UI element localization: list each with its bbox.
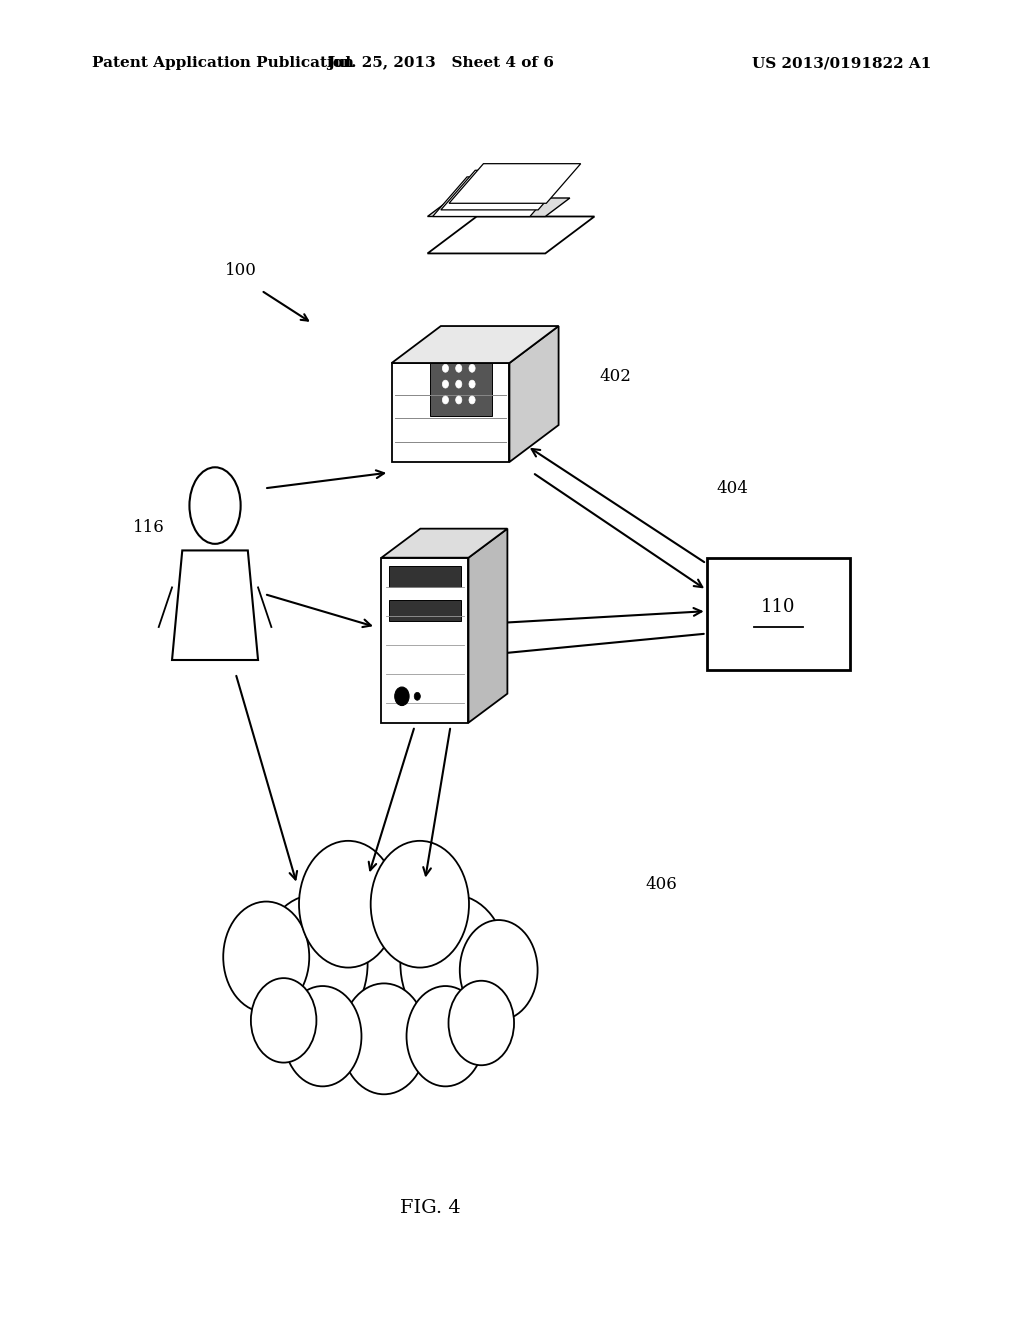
Polygon shape <box>172 550 258 660</box>
Circle shape <box>449 981 514 1065</box>
Text: FIG. 4: FIG. 4 <box>399 1199 461 1217</box>
Text: 406: 406 <box>645 876 677 892</box>
Polygon shape <box>391 326 559 363</box>
Circle shape <box>442 396 449 404</box>
Circle shape <box>456 364 462 372</box>
Polygon shape <box>432 177 564 216</box>
Circle shape <box>341 983 427 1094</box>
Text: US 2013/0191822 A1: US 2013/0191822 A1 <box>753 57 932 70</box>
Circle shape <box>299 841 397 968</box>
Polygon shape <box>510 326 559 462</box>
Circle shape <box>442 380 449 388</box>
Circle shape <box>469 380 475 388</box>
Circle shape <box>223 902 309 1012</box>
Polygon shape <box>468 528 507 722</box>
Circle shape <box>469 396 475 404</box>
Text: 110: 110 <box>761 598 796 616</box>
Circle shape <box>395 686 410 705</box>
Text: 116: 116 <box>133 520 165 536</box>
Bar <box>389 599 461 622</box>
Circle shape <box>469 364 475 372</box>
Polygon shape <box>381 528 507 557</box>
Circle shape <box>400 895 507 1032</box>
Circle shape <box>456 396 462 404</box>
Polygon shape <box>391 363 510 462</box>
Circle shape <box>251 978 316 1063</box>
Polygon shape <box>428 216 594 253</box>
Circle shape <box>371 841 469 968</box>
Bar <box>389 565 461 586</box>
Text: 404: 404 <box>717 480 749 496</box>
Circle shape <box>407 986 484 1086</box>
Text: 402: 402 <box>599 368 631 384</box>
Circle shape <box>284 986 361 1086</box>
Circle shape <box>460 920 538 1020</box>
Polygon shape <box>381 557 468 722</box>
Circle shape <box>314 880 454 1060</box>
Circle shape <box>414 692 420 700</box>
Polygon shape <box>428 198 569 216</box>
Bar <box>707 557 850 671</box>
Circle shape <box>442 364 449 372</box>
Bar <box>430 363 492 416</box>
Circle shape <box>261 895 368 1032</box>
Text: Patent Application Publication: Patent Application Publication <box>92 57 354 70</box>
Text: 100: 100 <box>225 263 257 279</box>
Polygon shape <box>440 170 572 210</box>
Circle shape <box>456 380 462 388</box>
Text: Jul. 25, 2013   Sheet 4 of 6: Jul. 25, 2013 Sheet 4 of 6 <box>327 57 554 70</box>
Polygon shape <box>449 164 581 203</box>
